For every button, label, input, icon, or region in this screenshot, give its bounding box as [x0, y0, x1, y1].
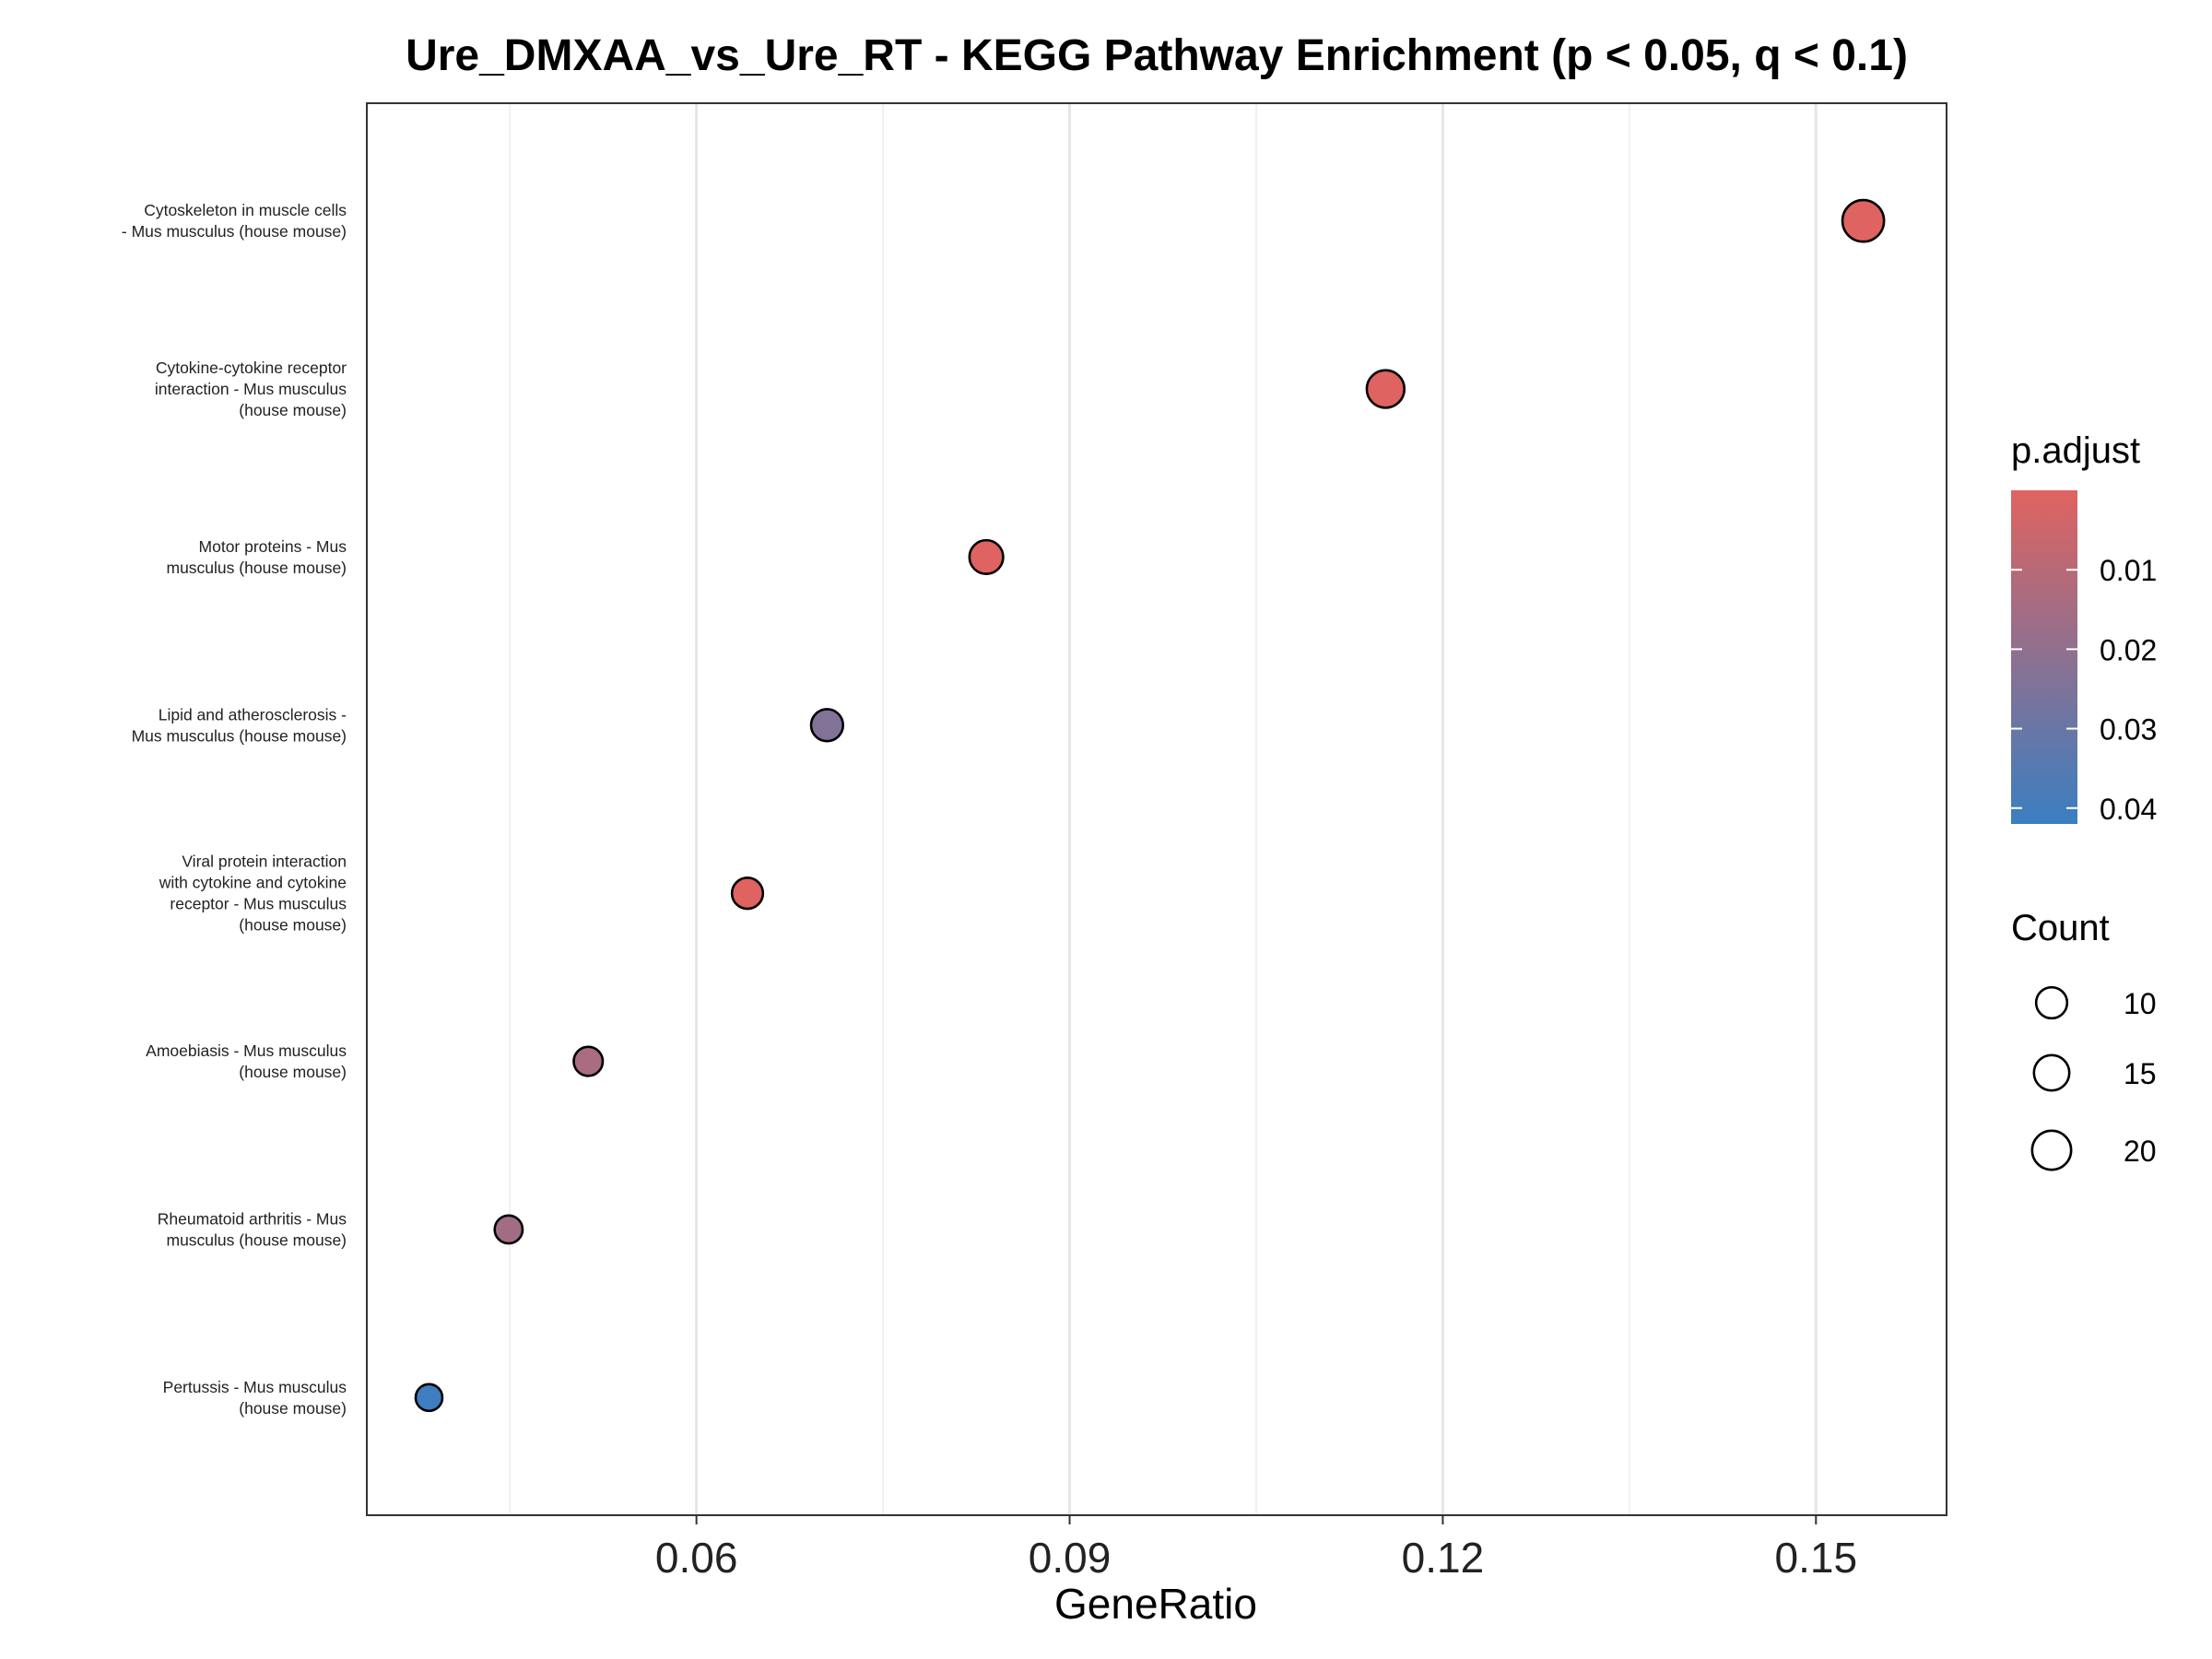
y-tick-label: Rheumatoid arthritis - Mus musculus (hous…	[158, 1209, 347, 1249]
size-legend-label: 10	[2124, 987, 2157, 1020]
size-legend-label: 15	[2124, 1057, 2157, 1090]
y-tick-label: Cytokine-cytokine receptor interaction - …	[155, 359, 347, 419]
x-tick-label: 0.15	[1775, 1534, 1858, 1582]
y-tick-label: Viral protein interaction with cytokine a…	[159, 853, 347, 935]
x-tick-labels: 0.06 0.09 0.12 0.15	[655, 1515, 1857, 1582]
data-point	[414, 1382, 444, 1413]
data-points	[414, 198, 1886, 1413]
size-legend-circle	[2032, 1053, 2071, 1092]
data-point	[968, 538, 1005, 576]
data-point	[1365, 369, 1406, 409]
color-legend-label: 0.01	[2100, 554, 2157, 587]
plot-background	[367, 103, 1947, 1515]
y-tick-label: Lipid and atherosclerosis -Mus musculus …	[132, 705, 347, 745]
y-tick-label: Amoebiasis - Mus musculus (house mouse)	[146, 1041, 347, 1081]
size-legend-label: 20	[2124, 1135, 2157, 1168]
y-tick-label: Pertussis - Mus musculus (house mouse)	[163, 1378, 347, 1418]
size-legend-items: 10 15 20	[2030, 985, 2157, 1171]
color-legend-title: p.adjust	[2011, 430, 2140, 471]
data-point	[572, 1045, 605, 1077]
x-tick-label: 0.06	[655, 1534, 738, 1582]
color-legend-ticks: 0.01 0.02 0.03 0.04	[2011, 554, 2157, 826]
size-legend: Count 10 15 20	[2011, 908, 2157, 1171]
grid-lines	[509, 103, 1818, 1515]
plot-border	[366, 102, 1947, 1516]
color-legend-label: 0.02	[2100, 633, 2157, 666]
y-tick-label: Motor proteins - Mus musculus (house mous…	[167, 537, 347, 577]
color-legend-label: 0.03	[2100, 713, 2157, 747]
color-legend-bar	[2011, 490, 2077, 824]
x-tick-label: 0.09	[1029, 1534, 1112, 1582]
data-point	[1841, 198, 1886, 243]
size-legend-title: Count	[2011, 908, 2110, 948]
size-legend-circle	[2034, 985, 2069, 1020]
color-legend-label: 0.04	[2100, 793, 2157, 826]
color-legend: p.adjust 0.01 0.02 0.03 0.04	[2011, 430, 2157, 826]
data-point	[493, 1214, 524, 1245]
x-tick-label: 0.12	[1402, 1534, 1485, 1582]
y-tick-labels: Cytoskeleton in muscle cells - Mus muscul…	[122, 201, 347, 1418]
data-point	[809, 708, 844, 743]
data-point	[730, 877, 765, 911]
y-tick-label: Cytoskeleton in muscle cells - Mus muscul…	[122, 201, 347, 241]
x-axis-label: GeneRatio	[1054, 1580, 1257, 1628]
chart-title: Ure_DMXAA_vs_Ure_RT - KEGG Pathway Enric…	[406, 31, 1908, 80]
size-legend-circle	[2030, 1129, 2073, 1171]
